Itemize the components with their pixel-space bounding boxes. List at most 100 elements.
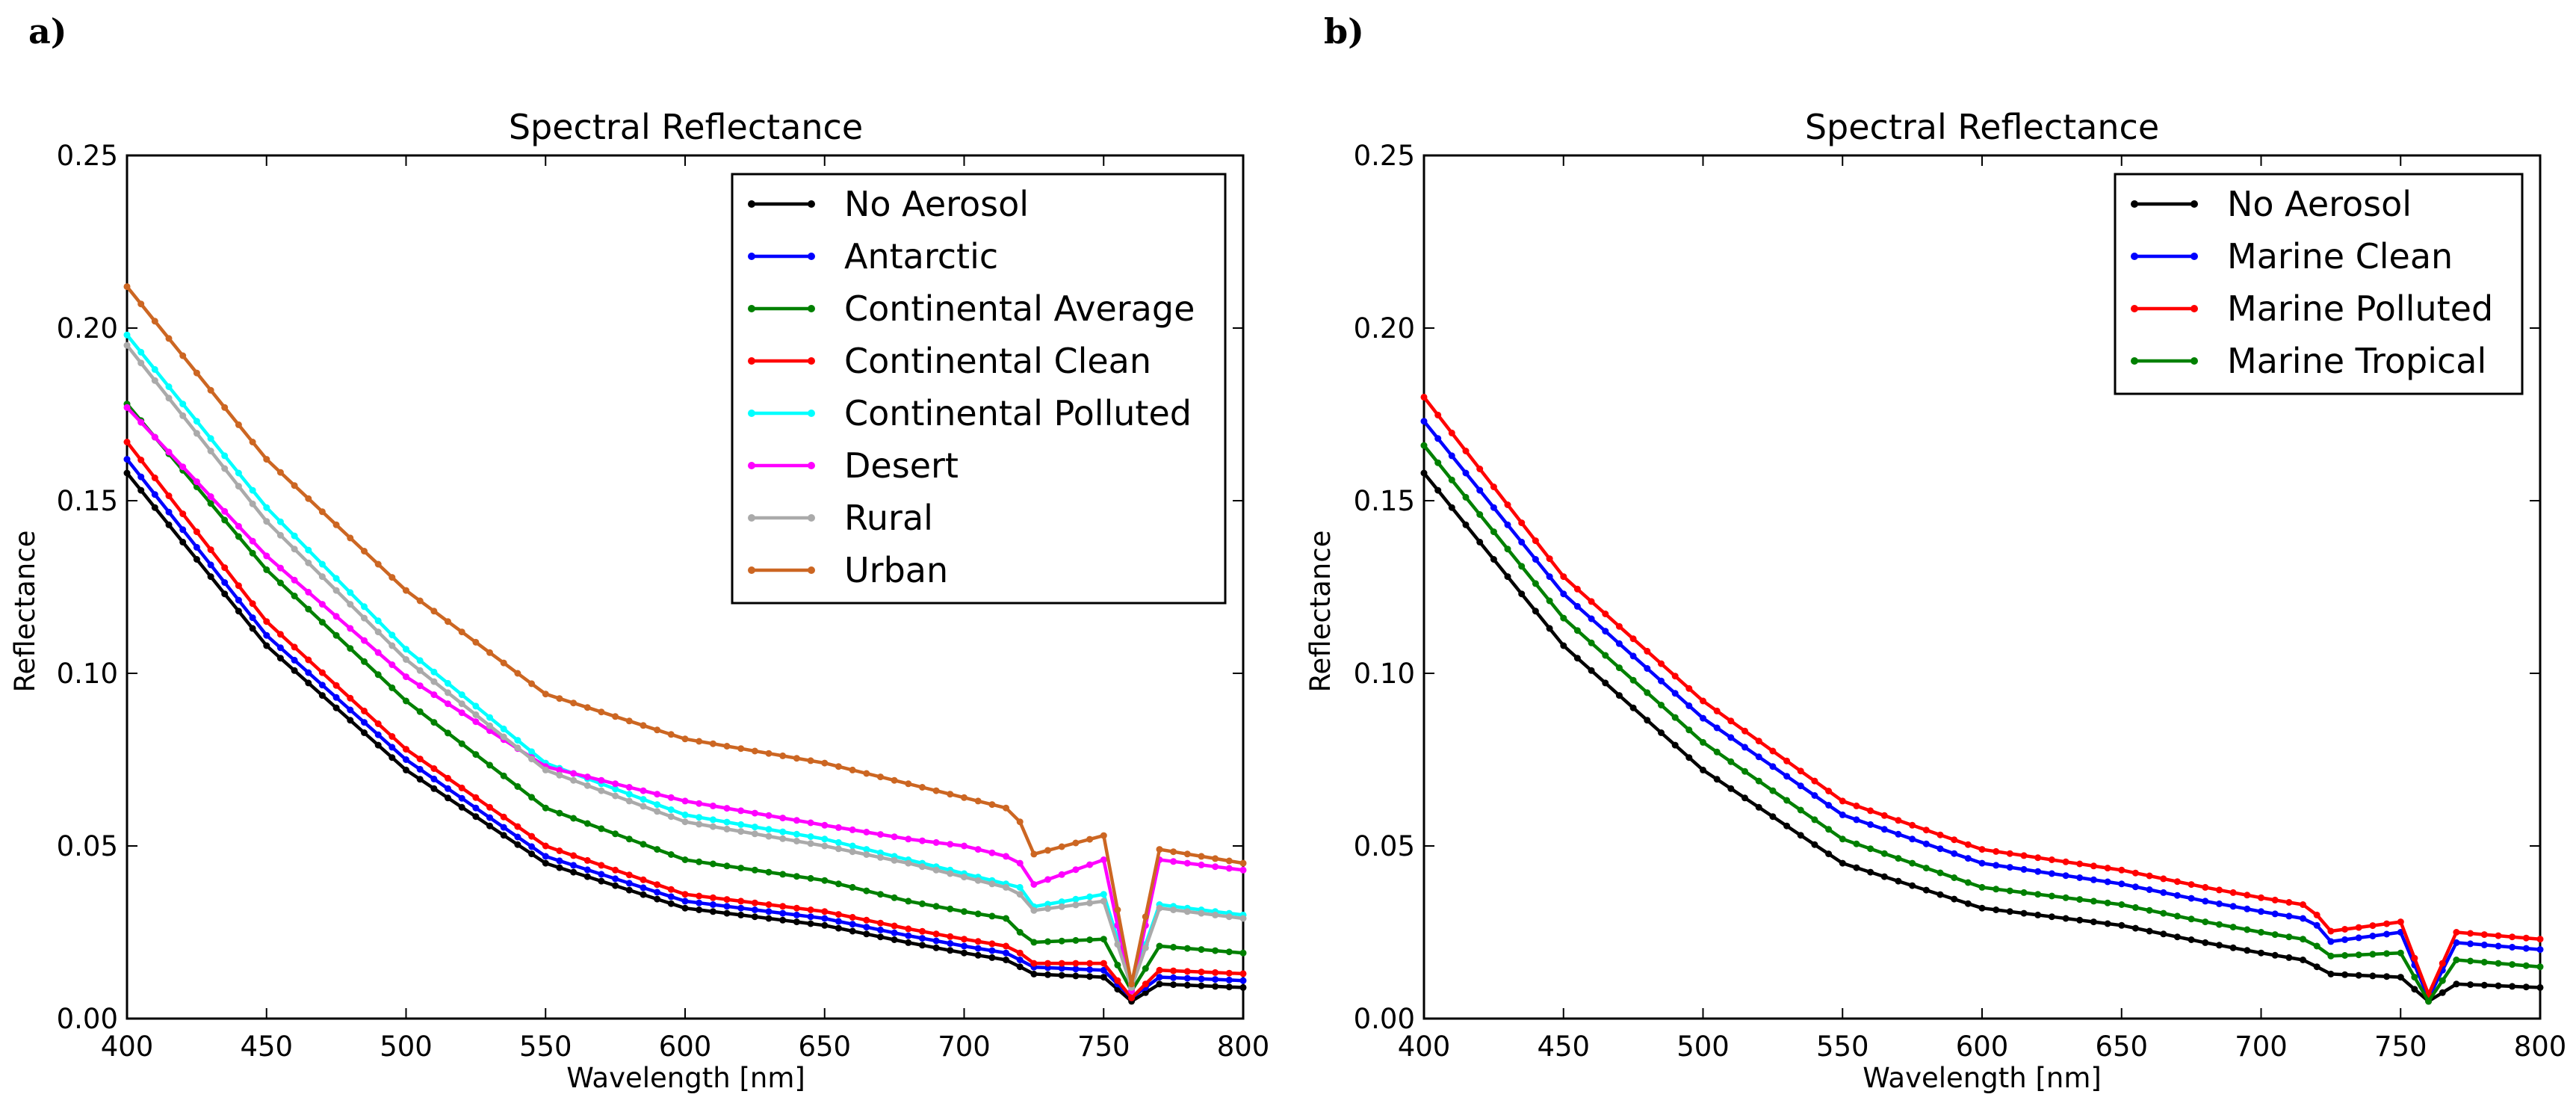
data-point — [276, 655, 284, 662]
data-point — [556, 771, 563, 779]
data-point — [2271, 931, 2279, 939]
data-point — [723, 909, 731, 917]
data-point — [1044, 876, 1051, 883]
data-point — [1615, 640, 1623, 647]
data-point — [445, 618, 451, 625]
data-point — [1212, 947, 1219, 954]
data-point — [625, 880, 633, 887]
data-point — [974, 945, 982, 952]
data-point — [1909, 859, 1916, 867]
data-point — [1448, 429, 1455, 436]
y-ticks-b: 0.00 0.05 0.10 0.15 0.20 0.25 — [1354, 140, 2540, 1035]
data-point — [1880, 850, 1888, 857]
data-point — [2034, 868, 2042, 875]
data-point — [1044, 905, 1051, 912]
data-point — [2495, 982, 2502, 989]
data-point — [2397, 974, 2404, 981]
data-point — [612, 875, 619, 883]
data-point — [2467, 981, 2474, 989]
data-point — [528, 794, 536, 801]
data-point — [445, 679, 451, 687]
legend-label: Continental Polluted — [844, 393, 1192, 433]
data-point — [403, 656, 409, 663]
data-point — [863, 930, 870, 938]
data-point — [1128, 994, 1136, 1001]
series-line — [1422, 472, 2541, 1004]
data-point — [737, 898, 745, 905]
data-point — [723, 818, 731, 826]
x-tick-label: 500 — [1676, 1031, 1730, 1063]
data-point — [1462, 521, 1470, 528]
data-point — [1936, 831, 1944, 838]
data-point — [1100, 832, 1107, 839]
data-point — [276, 469, 284, 476]
data-point — [347, 706, 354, 714]
data-point — [1170, 944, 1177, 951]
y-tick-label: 0.25 — [1354, 140, 1415, 172]
data-point — [2034, 854, 2042, 862]
data-point — [1755, 738, 1762, 745]
data-point — [1072, 972, 1080, 980]
legend-marker — [808, 462, 815, 469]
data-point — [235, 483, 242, 490]
data-point — [542, 842, 549, 850]
data-point — [1476, 466, 1484, 472]
data-point — [1044, 960, 1051, 967]
legend-a: No Aerosol Antarctic Continental Average Co… — [731, 173, 1227, 605]
data-point — [472, 794, 480, 801]
data-point — [2048, 870, 2055, 877]
data-point — [1769, 747, 1777, 755]
data-point — [1183, 850, 1191, 858]
data-point — [249, 439, 256, 445]
data-point — [347, 694, 354, 702]
data-point — [2131, 883, 2139, 891]
data-point — [2131, 869, 2139, 877]
data-point — [821, 908, 829, 915]
data-point — [318, 692, 326, 699]
data-point — [1783, 797, 1791, 804]
data-point — [1700, 714, 1706, 722]
data-point — [2509, 933, 2516, 941]
data-point — [1058, 937, 1065, 945]
data-point — [2048, 913, 2055, 921]
data-point — [612, 792, 619, 800]
data-point — [709, 860, 716, 868]
x-tick-label: 450 — [1537, 1031, 1590, 1063]
data-point — [2369, 922, 2377, 930]
data-point — [2480, 981, 2488, 989]
data-point — [751, 747, 758, 755]
data-point — [500, 824, 507, 831]
data-point — [570, 776, 578, 784]
data-point — [1783, 757, 1791, 764]
data-point — [235, 533, 242, 540]
data-point — [1030, 881, 1038, 888]
data-point — [1003, 942, 1009, 950]
data-point — [388, 754, 396, 762]
data-point — [961, 842, 967, 850]
data-point — [430, 668, 438, 676]
data-point — [1225, 913, 1233, 921]
data-point — [1170, 967, 1177, 974]
data-point — [2006, 864, 2013, 871]
data-point — [416, 708, 424, 715]
data-point — [1198, 969, 1205, 976]
data-point — [1462, 493, 1470, 501]
data-point — [1170, 974, 1177, 981]
data-point — [1030, 850, 1038, 858]
data-point — [1853, 816, 1860, 824]
data-point — [1713, 724, 1721, 732]
data-point — [193, 556, 200, 563]
data-point — [2188, 881, 2195, 889]
data-point — [570, 815, 578, 822]
data-point — [1142, 913, 1149, 921]
legend-label: Marine Clean — [2227, 236, 2453, 277]
data-point — [667, 900, 675, 907]
y-tick-label: 0.10 — [57, 658, 118, 690]
data-point — [1100, 856, 1107, 863]
data-point — [2509, 944, 2516, 951]
data-point — [1713, 748, 1721, 756]
legend-marker — [2190, 305, 2198, 312]
data-point — [332, 682, 340, 689]
data-point — [291, 667, 298, 674]
data-point — [1448, 452, 1455, 460]
